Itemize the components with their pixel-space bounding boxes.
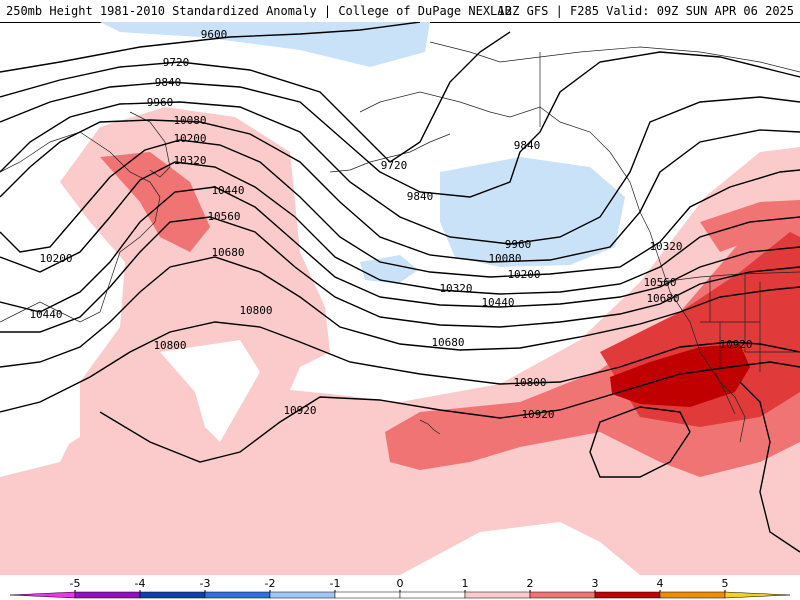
- contour-label: 10680: [211, 246, 244, 259]
- coast-mexico-baja: [714, 371, 736, 415]
- neg-anomaly-gulf: [440, 157, 625, 267]
- contour-label: 10200: [173, 132, 206, 145]
- colorbar-swatch: [399, 591, 466, 599]
- contour-label: 10320: [439, 282, 472, 295]
- contour-label: 10080: [173, 114, 206, 127]
- anomaly-shading: [0, 22, 800, 575]
- contour-9840: [0, 51, 800, 198]
- colorbar-swatch: [334, 591, 401, 599]
- anomaly-colorbar: -5 -4 -3 -2 -1 0 1 2 3 4 5: [9, 577, 791, 599]
- contour-10560: [0, 216, 800, 333]
- contour-label: 9960: [147, 96, 174, 109]
- contour-10920-closed: [589, 406, 691, 478]
- colorbar-swatch: [529, 591, 596, 599]
- contour-label: 9720: [381, 159, 408, 172]
- coastlines: [0, 41, 800, 443]
- contour-label: 10800: [513, 376, 546, 389]
- colorbar-tick-label: 3: [592, 577, 599, 590]
- contour-label: 10800: [239, 304, 272, 317]
- contour-label: 10440: [211, 184, 244, 197]
- contour-label: 9600: [201, 28, 228, 41]
- coast-hawaii: [419, 419, 441, 435]
- contour-label: 9720: [163, 56, 190, 69]
- neg-anomaly-small: [360, 255, 418, 284]
- contour-10920-se: [739, 381, 800, 553]
- colorbar-swatch: [724, 591, 791, 599]
- contour-10920: [99, 361, 800, 463]
- model-run-info: 12Z GFS | F285 Valid: 09Z SUN APR 06 202…: [497, 4, 794, 18]
- colorbar-swatch: [204, 591, 271, 599]
- contour-label: 10920: [521, 408, 554, 421]
- contour-10800: [0, 321, 800, 413]
- coast-bc: [649, 231, 746, 443]
- height-anomaly-map: 9600972098409960100801020010320104401056…: [0, 22, 800, 575]
- colorbar-tick-label: -2: [265, 577, 276, 590]
- contour-label: 10560: [643, 276, 676, 289]
- contour-10080: [0, 119, 800, 263]
- contour-10440: [0, 186, 800, 313]
- colorbar-swatch: [74, 591, 141, 599]
- colorbar-tick-label: -4: [135, 577, 146, 590]
- map-title: 250mb Height 1981-2010 Standardized Anom…: [6, 4, 512, 18]
- contour-label: 10320: [649, 240, 682, 253]
- contour-label: 10320: [173, 154, 206, 167]
- state-lines: [700, 274, 800, 372]
- contour-9960: [0, 96, 800, 245]
- contour-labels: 9600972098409960100801020010320104401056…: [29, 28, 752, 421]
- coast-arctic: [429, 41, 800, 73]
- colorbar-tick-label: 5: [722, 577, 729, 590]
- contour-label: 10920: [283, 404, 316, 417]
- contour-10200: [0, 139, 800, 278]
- neg-anomaly-top: [100, 22, 430, 67]
- colorbar-ticks: -5 -4 -3 -2 -1 0 1 2 3 4 5: [70, 577, 729, 592]
- contour-10680: [0, 256, 800, 368]
- border-canada-us: [659, 271, 800, 283]
- colorbar-tick-label: 0: [397, 577, 404, 590]
- contour-label: 10440: [481, 296, 514, 309]
- contour-label: 9960: [505, 238, 532, 251]
- colorbar-swatch: [139, 591, 206, 599]
- contour-label: 10200: [507, 268, 540, 281]
- contour-label: 10680: [431, 336, 464, 349]
- colorbar-swatch: [9, 591, 76, 599]
- header-bar: 250mb Height 1981-2010 Standardized Anom…: [0, 0, 800, 23]
- colorbar-swatch: [659, 591, 726, 599]
- colorbar-tick-label: -3: [200, 577, 211, 590]
- contour-10320: [0, 161, 800, 295]
- contour-label: 10560: [207, 210, 240, 223]
- colorbar-swatch: [594, 591, 661, 599]
- height-contours: [0, 22, 800, 553]
- contour-label: 10440: [29, 308, 62, 321]
- colorbar-tick-label: -5: [70, 577, 81, 590]
- pos-anomaly-4: [610, 344, 750, 407]
- pos-anomaly-2-west: [100, 152, 210, 252]
- contour-label: 9840: [514, 139, 541, 152]
- colorbar-tick-label: 2: [527, 577, 534, 590]
- contour-label: 9840: [407, 190, 434, 203]
- colorbar-swatch: [269, 591, 336, 599]
- colorbar-tick-label: -1: [330, 577, 341, 590]
- coast-asia: [0, 131, 161, 323]
- colorbar-tick-label: 4: [657, 577, 664, 590]
- white-bottom-left: [0, 392, 75, 477]
- pos-anomaly-2-nw: [700, 200, 800, 252]
- colorbar-tick-label: 1: [462, 577, 469, 590]
- contour-label: 10200: [39, 252, 72, 265]
- contour-label: 10680: [646, 292, 679, 305]
- contour-label: 10080: [488, 252, 521, 265]
- contour-label: 9840: [155, 76, 182, 89]
- coast-aleutians: [329, 133, 451, 173]
- colorbar-swatch: [464, 591, 531, 599]
- contour-9600: [0, 22, 421, 73]
- contour-9720: [0, 31, 511, 163]
- white-notch: [160, 340, 260, 442]
- colorbar-swatches: [9, 591, 791, 599]
- contour-label: 10920: [719, 338, 752, 351]
- contour-label: 10800: [153, 339, 186, 352]
